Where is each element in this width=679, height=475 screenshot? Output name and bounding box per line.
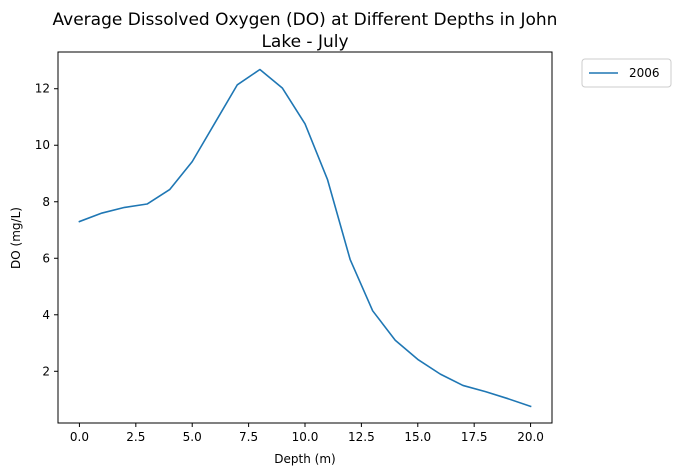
chart-title-line-2: Lake - July [261,32,348,52]
x-axis-ticks: 0.0 2.5 5.0 7.5 10.0 12.5 15.0 17.5 20.0 [70,423,544,444]
y-tick-label: 8 [42,195,50,209]
x-tick-label: 12.5 [348,430,375,444]
y-tick-label: 12 [35,82,50,96]
y-axis-label: DO (mg/L) [9,207,23,269]
chart-title-line-1: Average Dissolved Oxygen (DO) at Differe… [53,10,558,30]
x-tick-label: 2.5 [126,430,145,444]
x-tick-label: 5.0 [183,430,202,444]
legend-label-2006: 2006 [629,66,660,80]
y-tick-label: 4 [42,308,50,322]
plot-area-frame [57,51,553,424]
y-tick-label: 10 [35,138,50,152]
y-tick-label: 6 [42,251,50,265]
legend-box [581,58,672,88]
x-axis-label: Depth (m) [274,452,335,466]
x-tick-label: 15.0 [404,430,431,444]
x-tick-label: 7.5 [239,430,258,444]
x-tick-label: 10.0 [292,430,319,444]
y-axis-ticks: 2 4 6 8 10 12 [35,82,58,378]
x-tick-label: 0.0 [70,430,89,444]
x-tick-label: 17.5 [461,430,488,444]
series-line-2006 [78,68,532,408]
legend: 2006 [581,58,672,88]
x-tick-label: 20.0 [517,430,544,444]
y-tick-label: 2 [42,364,50,378]
